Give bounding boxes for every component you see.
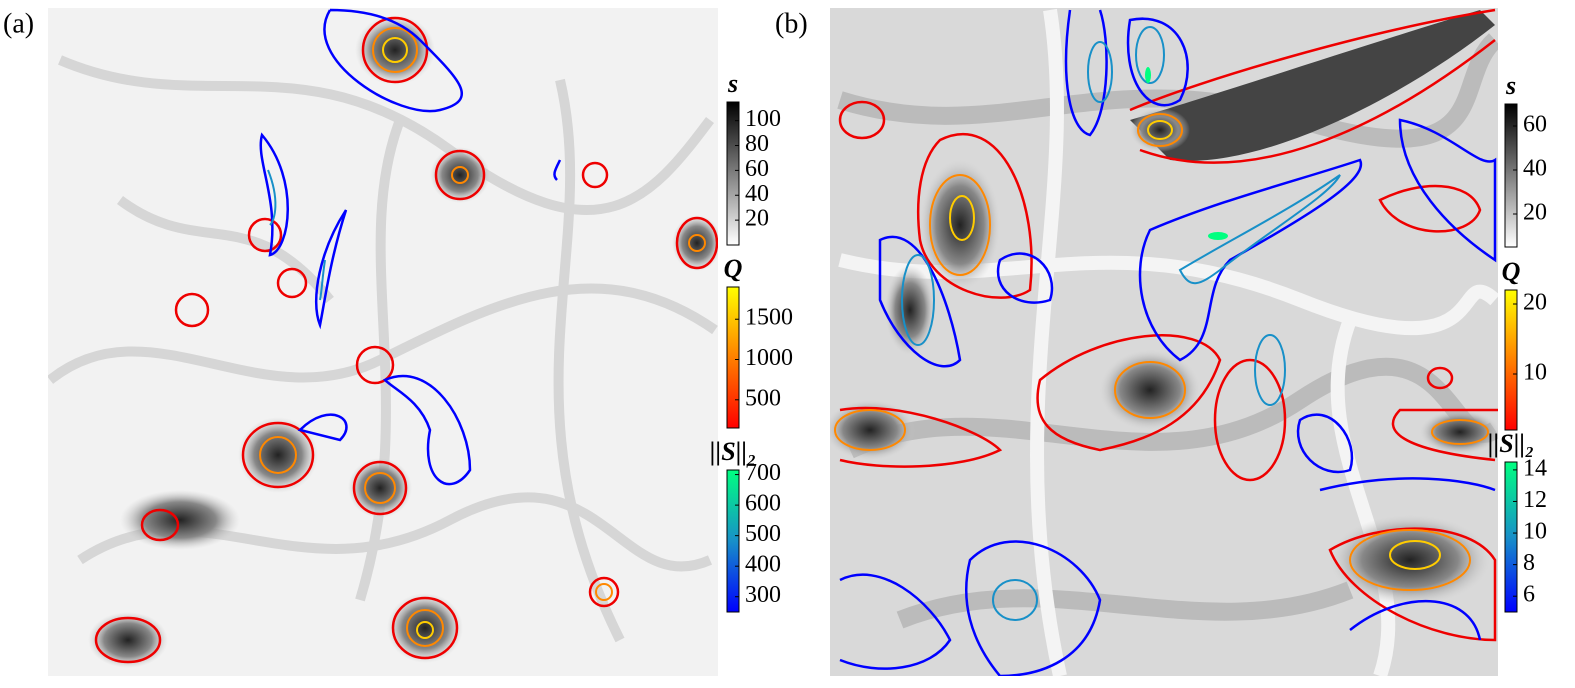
panel-label: (b) [775, 8, 808, 39]
tick-label: 600 [745, 491, 781, 517]
tick-label: 8 [1523, 550, 1535, 576]
tick-label: 1500 [745, 305, 793, 331]
tick-label: 500 [745, 385, 781, 411]
tick-label: 12 [1523, 487, 1547, 513]
tick-label: 14 [1523, 455, 1547, 481]
tick-label: 700 [745, 460, 781, 486]
colorbar-title: Q [724, 254, 743, 283]
colorbar [1504, 103, 1518, 248]
colorbar [726, 101, 740, 246]
tick-label: 6 [1523, 582, 1535, 608]
tick-label: 20 [745, 206, 769, 232]
colorbar-title: s [727, 69, 738, 98]
panel-label: (a) [3, 8, 34, 39]
colorbar-title: s [1505, 71, 1516, 100]
tick-label: 400 [745, 552, 781, 578]
tick-label: 60 [745, 156, 769, 182]
colorbar-title: Q [1502, 257, 1521, 286]
tick-label: 300 [745, 582, 781, 608]
field-a [48, 8, 718, 676]
colorbar [1504, 461, 1518, 613]
tick-label: 20 [1523, 290, 1547, 316]
tick-label: 10 [1523, 519, 1547, 545]
tick-label: 100 [745, 106, 781, 132]
colorbar [726, 469, 740, 613]
tick-label: 500 [745, 521, 781, 547]
colorbar [1504, 289, 1518, 431]
field-b [830, 8, 1498, 676]
colorbar [726, 286, 740, 429]
tick-label: 10 [1523, 360, 1547, 386]
tick-label: 80 [745, 131, 769, 157]
tick-label: 60 [1523, 112, 1547, 138]
tick-label: 40 [745, 181, 769, 207]
colorbar-title: ||S||₂ [710, 437, 756, 466]
tick-label: 40 [1523, 156, 1547, 182]
colorbar-title: ||S||₂ [1488, 429, 1534, 458]
tick-label: 20 [1523, 200, 1547, 226]
tick-label: 1000 [745, 345, 793, 371]
